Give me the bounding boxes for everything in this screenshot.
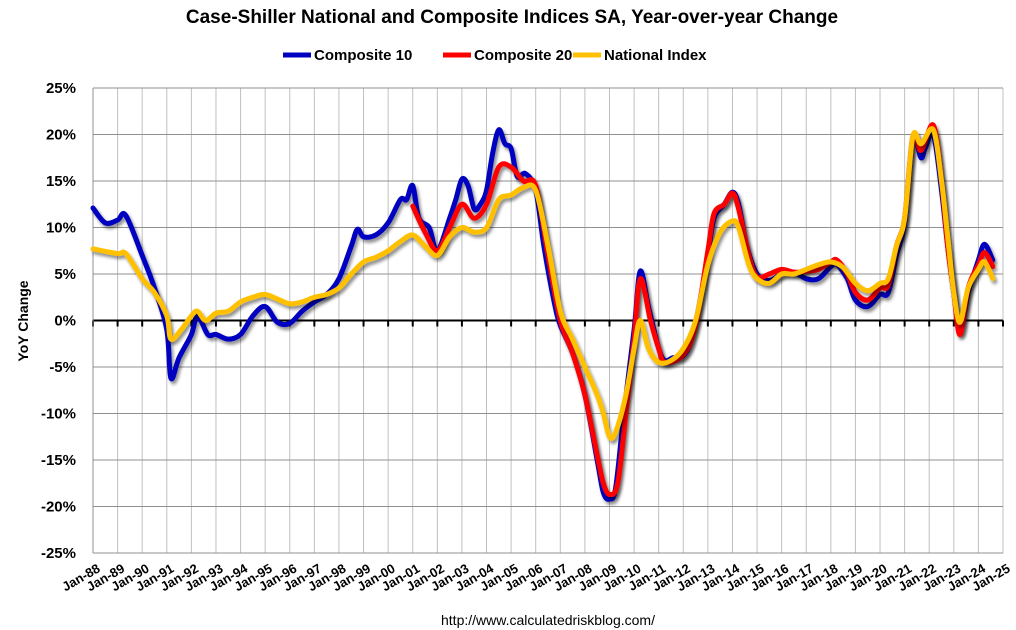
y-tick-label: -5% [49, 359, 76, 376]
series-line-composite-20 [410, 122, 996, 498]
x-axis: Jan-88Jan-89Jan-90Jan-91Jan-92Jan-93Jan-… [59, 560, 1012, 594]
series-line-national-index [90, 126, 996, 441]
legend-label: National Index [604, 47, 707, 64]
y-axis: 25% 20% 15% 10% 5% 0% -5% -10% -15% -20% -25% [41, 80, 76, 562]
y-tick-label: 10% [46, 220, 76, 237]
y-tick-label: -25% [41, 545, 76, 562]
chart-title: Case-Shiller National and Composite Indi… [186, 7, 838, 28]
y-tick-label: -10% [41, 406, 76, 423]
legend: Composite 10 Composite 20 National Index [283, 47, 707, 64]
legend-label: Composite 10 [314, 47, 412, 64]
series-group [90, 122, 996, 502]
series-line-composite-10 [90, 127, 996, 502]
grid [92, 87, 1004, 554]
y-axis-label: YoY Change [15, 280, 31, 361]
y-tick-label: -20% [41, 499, 76, 516]
y-tick-label: 15% [46, 173, 76, 190]
y-tick-label: -15% [41, 452, 76, 469]
y-tick-label: 20% [46, 127, 76, 144]
y-tick-label: 5% [54, 266, 76, 283]
y-tick-label: 0% [54, 313, 76, 330]
y-tick-label: 25% [46, 80, 76, 97]
legend-label: Composite 20 [474, 47, 572, 64]
source-url: http://www.calculatedriskblog.com/ [441, 612, 655, 628]
